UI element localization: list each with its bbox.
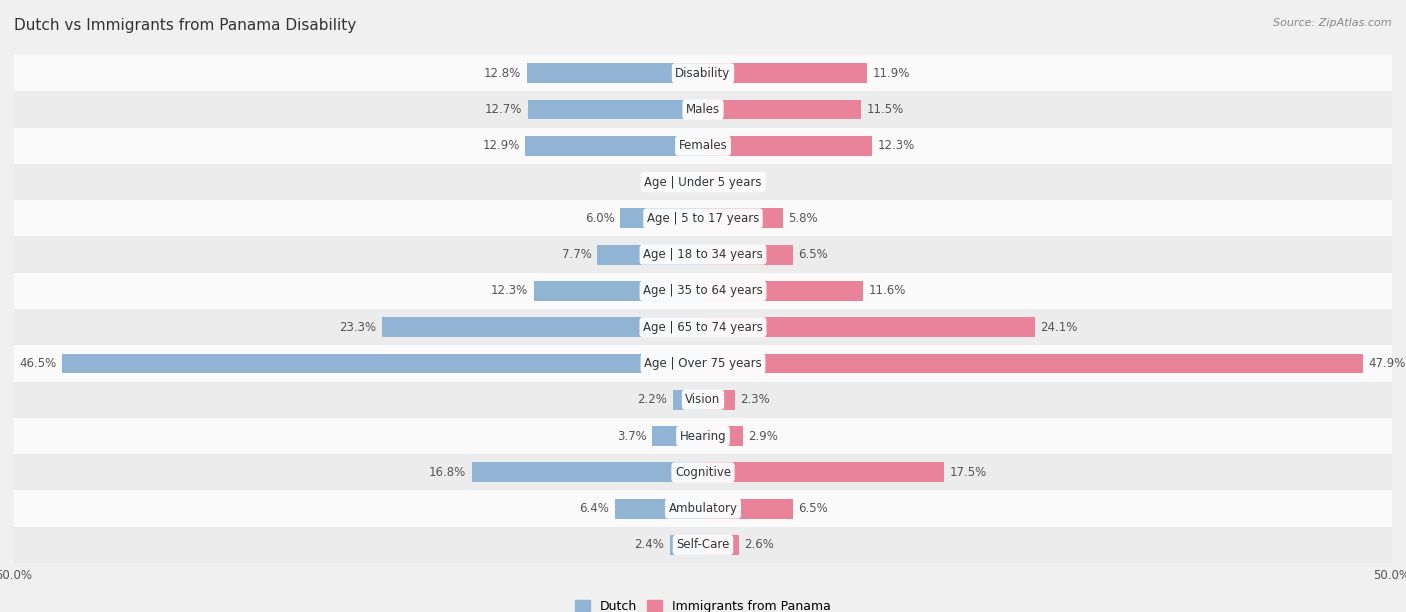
Bar: [14, 55, 1392, 91]
Bar: [14, 128, 1392, 164]
Bar: [62, 354, 703, 373]
Bar: [652, 426, 703, 446]
Text: Age | 65 to 74 years: Age | 65 to 74 years: [643, 321, 763, 334]
Text: 24.1%: 24.1%: [1040, 321, 1078, 334]
Bar: [14, 309, 1392, 345]
Text: 3.7%: 3.7%: [617, 430, 647, 442]
Bar: [703, 317, 1035, 337]
Bar: [382, 317, 703, 337]
Bar: [14, 200, 1392, 236]
Text: 11.5%: 11.5%: [868, 103, 904, 116]
Text: 11.9%: 11.9%: [873, 67, 910, 80]
Text: 6.5%: 6.5%: [799, 502, 828, 515]
Text: 23.3%: 23.3%: [339, 321, 377, 334]
Text: Ambulatory: Ambulatory: [668, 502, 738, 515]
Text: 7.7%: 7.7%: [561, 248, 592, 261]
Text: Cognitive: Cognitive: [675, 466, 731, 479]
Text: Females: Females: [679, 140, 727, 152]
Bar: [533, 281, 703, 301]
Bar: [703, 136, 873, 156]
Text: 2.2%: 2.2%: [637, 394, 668, 406]
Bar: [14, 527, 1392, 563]
Text: 2.4%: 2.4%: [634, 539, 665, 551]
Text: 2.9%: 2.9%: [748, 430, 779, 442]
Bar: [14, 164, 1392, 200]
Bar: [14, 454, 1392, 490]
Bar: [703, 354, 1362, 373]
Text: Source: ZipAtlas.com: Source: ZipAtlas.com: [1274, 18, 1392, 28]
Bar: [703, 499, 793, 518]
Text: 1.2%: 1.2%: [725, 176, 755, 188]
Bar: [14, 236, 1392, 273]
Bar: [14, 490, 1392, 527]
Bar: [14, 91, 1392, 128]
Text: 6.4%: 6.4%: [579, 502, 609, 515]
Text: 46.5%: 46.5%: [20, 357, 56, 370]
Text: Dutch vs Immigrants from Panama Disability: Dutch vs Immigrants from Panama Disabili…: [14, 18, 356, 34]
Text: Hearing: Hearing: [679, 430, 727, 442]
Bar: [14, 418, 1392, 454]
Bar: [672, 390, 703, 410]
Text: 12.7%: 12.7%: [485, 103, 523, 116]
Bar: [471, 462, 703, 482]
Text: 12.3%: 12.3%: [491, 285, 529, 297]
Bar: [14, 382, 1392, 418]
Text: Age | Under 5 years: Age | Under 5 years: [644, 176, 762, 188]
Text: 6.5%: 6.5%: [799, 248, 828, 261]
Bar: [703, 245, 793, 264]
Text: 6.0%: 6.0%: [585, 212, 614, 225]
Bar: [703, 390, 735, 410]
Text: Self-Care: Self-Care: [676, 539, 730, 551]
Text: Age | 35 to 64 years: Age | 35 to 64 years: [643, 285, 763, 297]
Bar: [703, 462, 945, 482]
Text: Males: Males: [686, 103, 720, 116]
Bar: [669, 535, 703, 555]
Text: Age | Over 75 years: Age | Over 75 years: [644, 357, 762, 370]
Bar: [703, 63, 868, 83]
Bar: [526, 136, 703, 156]
Bar: [614, 499, 703, 518]
Text: 17.5%: 17.5%: [949, 466, 987, 479]
Bar: [679, 172, 703, 192]
Bar: [703, 426, 742, 446]
Bar: [529, 100, 703, 119]
Bar: [14, 273, 1392, 309]
Text: 12.3%: 12.3%: [877, 140, 915, 152]
Bar: [703, 281, 863, 301]
Text: Vision: Vision: [685, 394, 721, 406]
Text: 2.6%: 2.6%: [744, 539, 775, 551]
Text: Age | 5 to 17 years: Age | 5 to 17 years: [647, 212, 759, 225]
Legend: Dutch, Immigrants from Panama: Dutch, Immigrants from Panama: [569, 595, 837, 612]
Bar: [703, 172, 720, 192]
Text: 16.8%: 16.8%: [429, 466, 465, 479]
Text: 11.6%: 11.6%: [869, 285, 905, 297]
Bar: [703, 208, 783, 228]
Bar: [703, 100, 862, 119]
Text: Age | 18 to 34 years: Age | 18 to 34 years: [643, 248, 763, 261]
Bar: [14, 345, 1392, 382]
Text: Disability: Disability: [675, 67, 731, 80]
Bar: [527, 63, 703, 83]
Text: 1.7%: 1.7%: [644, 176, 673, 188]
Text: 5.8%: 5.8%: [789, 212, 818, 225]
Text: 12.9%: 12.9%: [482, 140, 520, 152]
Text: 47.9%: 47.9%: [1368, 357, 1406, 370]
Bar: [620, 208, 703, 228]
Text: 12.8%: 12.8%: [484, 67, 522, 80]
Bar: [598, 245, 703, 264]
Text: 2.3%: 2.3%: [740, 394, 770, 406]
Bar: [703, 535, 738, 555]
